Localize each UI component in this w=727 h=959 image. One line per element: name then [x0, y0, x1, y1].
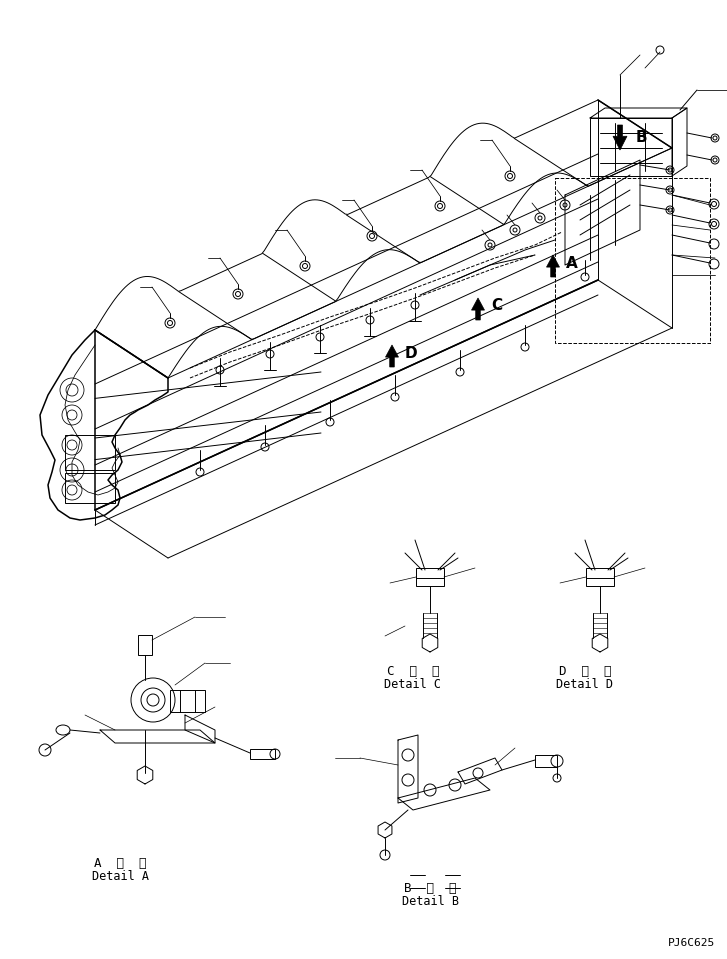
Text: D: D — [405, 345, 417, 361]
Bar — [590, 118, 672, 176]
Text: Detail A: Detail A — [92, 870, 148, 883]
Polygon shape — [472, 298, 484, 320]
Text: C  詳  細: C 詳 細 — [387, 665, 439, 678]
Bar — [535, 755, 557, 767]
Polygon shape — [613, 125, 627, 150]
Bar — [250, 749, 275, 759]
Polygon shape — [547, 255, 560, 277]
Bar — [555, 178, 710, 343]
Bar — [170, 690, 205, 712]
Bar — [65, 473, 115, 503]
Text: C: C — [491, 298, 502, 314]
Text: B  詳  細: B 詳 細 — [403, 882, 457, 895]
Text: A: A — [566, 255, 578, 270]
Text: Detail D: Detail D — [556, 678, 614, 691]
Bar — [138, 635, 152, 655]
Polygon shape — [385, 345, 398, 367]
Text: D  詳  細: D 詳 細 — [559, 665, 611, 678]
Bar — [416, 568, 444, 586]
Text: Detail B: Detail B — [401, 895, 459, 908]
Text: PJ6C625: PJ6C625 — [668, 938, 715, 948]
Text: B: B — [636, 130, 648, 146]
Bar — [586, 568, 614, 586]
Text: Detail C: Detail C — [385, 678, 441, 691]
Text: A  詳  細: A 詳 細 — [94, 857, 146, 870]
Bar — [65, 435, 115, 470]
